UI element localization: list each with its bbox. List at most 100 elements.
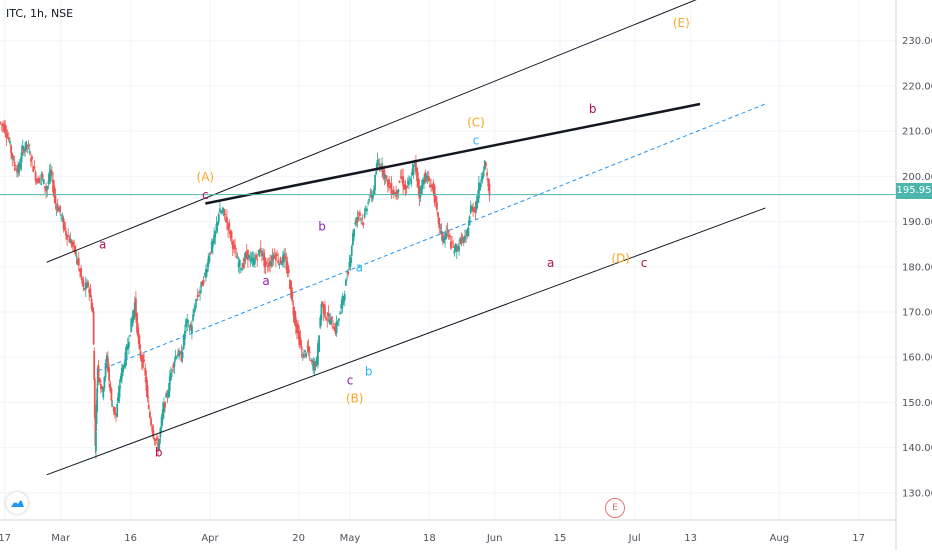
candle-body: [172, 364, 175, 368]
candle-body: [256, 258, 259, 261]
candle-body: [198, 294, 200, 296]
candle-body: [244, 253, 247, 260]
candle-body: [353, 229, 355, 237]
candle-body: [26, 144, 29, 146]
candle-body: [42, 179, 45, 184]
candle-body: [28, 150, 31, 153]
candle-body: [331, 316, 333, 320]
candle-body: [95, 432, 97, 451]
candle-body: [115, 413, 117, 416]
candle-body: [464, 236, 466, 240]
candle-body: [441, 232, 444, 243]
trendline-solid[interactable]: [205, 102, 701, 205]
candle-body: [219, 208, 221, 213]
candle-body: [95, 404, 98, 424]
candle-body: [284, 255, 287, 259]
current-price-badge: 195.95: [896, 183, 932, 199]
candle-body: [133, 302, 136, 315]
candle-body: [251, 258, 254, 260]
wave-label: b: [318, 220, 326, 234]
candle-body: [52, 180, 54, 192]
candle-body: [427, 176, 430, 182]
candle-body: [235, 255, 238, 258]
trendline-solid[interactable]: [46, 207, 766, 476]
candle-body: [110, 388, 113, 401]
candle-body: [49, 169, 52, 177]
x-tick-label: 20: [292, 533, 305, 544]
candle-body: [381, 163, 383, 170]
wave-label: c: [473, 134, 480, 148]
wave-label: c: [347, 373, 354, 387]
candle-body: [362, 222, 365, 225]
candle-body: [186, 319, 189, 324]
candle-body: [314, 363, 317, 367]
candle-body: [150, 418, 152, 426]
candle-body: [276, 254, 278, 256]
candle-body: [272, 255, 275, 259]
candle-body: [411, 168, 414, 175]
trendlines-layer[interactable]: [46, 0, 766, 476]
candle-body: [25, 141, 28, 150]
candle-body: [61, 217, 64, 219]
candle-body: [406, 181, 409, 184]
candle-body: [208, 255, 211, 262]
candle-body: [280, 263, 283, 265]
candle-body: [37, 177, 39, 184]
candle-body: [138, 335, 141, 349]
candle-body: [59, 205, 61, 213]
candle-body: [332, 326, 334, 329]
candle-body: [243, 258, 246, 262]
candle-body: [140, 357, 143, 362]
candle-body: [488, 183, 491, 196]
candle-body: [394, 193, 396, 195]
candle-body: [318, 335, 320, 352]
candle-body: [76, 259, 79, 264]
candle-body: [329, 318, 332, 325]
candle-body: [227, 223, 229, 231]
candle-body: [215, 223, 218, 232]
candle-body: [62, 218, 65, 230]
candle-body: [422, 179, 424, 186]
candle-body: [466, 229, 469, 236]
candle-body: [420, 185, 423, 195]
candle-body: [188, 329, 191, 331]
candle-body: [130, 318, 133, 333]
candle-body: [212, 240, 214, 247]
candle-body: [252, 257, 255, 266]
symbol-label[interactable]: ITC, 1h, NSE: [6, 7, 74, 20]
candle-body: [258, 249, 261, 257]
candle-body: [432, 182, 435, 193]
candle-body: [107, 357, 109, 371]
candle-body: [11, 152, 14, 159]
candle-body: [187, 321, 190, 323]
event-marker-icon[interactable]: E: [605, 498, 625, 518]
candle-body: [81, 277, 84, 284]
candle-body: [131, 315, 134, 327]
candle-body: [452, 247, 455, 249]
candle-body: [70, 241, 73, 247]
wave-label: c: [641, 256, 648, 270]
y-tick-label: 160.00: [902, 353, 932, 364]
candle-body: [459, 237, 462, 241]
candle-body: [389, 186, 392, 189]
trendline-solid[interactable]: [46, 0, 752, 263]
candle-body: [82, 280, 85, 287]
candle-body: [230, 231, 233, 239]
trendline-dashed[interactable]: [97, 103, 766, 372]
candle-body: [250, 258, 253, 262]
tradingview-logo-icon[interactable]: [6, 492, 28, 514]
candle-body: [334, 327, 337, 334]
candle-body: [387, 179, 389, 188]
candle-body: [308, 352, 311, 353]
candle-body: [473, 209, 476, 210]
candle-body: [44, 186, 46, 189]
candle-body: [207, 258, 210, 268]
candle-body: [100, 384, 102, 390]
candle-body: [426, 177, 429, 181]
candle-body: [350, 246, 353, 256]
candle-body: [67, 235, 70, 237]
candle-body: [390, 182, 393, 195]
